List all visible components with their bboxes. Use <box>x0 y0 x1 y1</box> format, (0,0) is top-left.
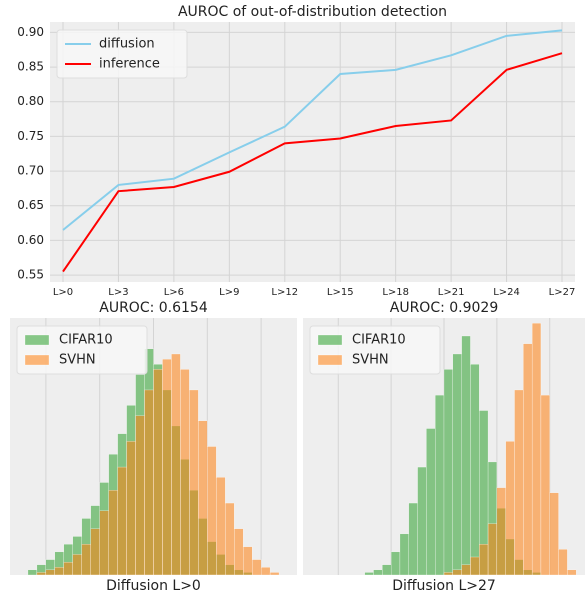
hist-bar <box>99 510 109 576</box>
hist-bar <box>81 544 91 576</box>
hist-bar <box>63 562 73 576</box>
hist-bar <box>135 415 145 576</box>
hist-bar <box>505 441 515 576</box>
legend-label: diffusion <box>99 37 155 52</box>
hist-bar <box>567 569 577 576</box>
x-tick-label: L>6 <box>164 287 184 298</box>
hist-bar <box>523 343 533 576</box>
hist-bar <box>531 322 542 576</box>
y-tick-label: 0.75 <box>17 129 44 143</box>
hist-bar <box>373 569 383 576</box>
legend-label: SVHN <box>352 353 389 368</box>
legend-swatch <box>24 334 50 346</box>
hist-bar <box>54 567 64 576</box>
hist-bar <box>90 528 100 576</box>
chart-title: AUROC of out-of-distribution detection <box>178 4 447 20</box>
hist-bar <box>269 572 280 576</box>
x-tick-label: L>0 <box>53 287 73 298</box>
hist-bar <box>452 353 462 576</box>
y-tick-label: 0.80 <box>17 94 44 108</box>
legend-swatch <box>317 334 343 346</box>
hist-bar <box>540 394 550 576</box>
y-tick-label: 0.65 <box>17 198 44 212</box>
legend-label: SVHN <box>59 353 96 368</box>
hist-bar <box>452 569 462 576</box>
x-tick-label: L>24 <box>493 287 520 298</box>
hist-bar <box>153 369 163 576</box>
hist-bar <box>443 369 453 576</box>
series-line <box>62 52 563 273</box>
hist-bar <box>470 364 480 576</box>
hist-bar <box>189 389 199 576</box>
legend-label: CIFAR10 <box>59 333 113 348</box>
hist-bar <box>144 389 154 576</box>
hist-bar <box>514 389 524 576</box>
hist-bar <box>108 490 118 576</box>
legend-box <box>16 325 148 375</box>
hist-bar <box>117 466 127 576</box>
hist-bar <box>496 487 506 576</box>
legend-swatch <box>24 354 50 366</box>
hist-bar <box>162 358 172 576</box>
x-tick-label: L>3 <box>108 287 128 298</box>
x-tick-label: L>18 <box>382 287 409 298</box>
hist-bar <box>382 564 392 576</box>
hist-bar <box>198 420 208 576</box>
y-tick-label: 0.60 <box>17 233 44 247</box>
y-tick-label: 0.70 <box>17 164 44 178</box>
x-tick-label: L>27 <box>549 287 576 298</box>
hist-bar <box>216 477 226 576</box>
hist-bar <box>399 533 409 576</box>
x-tick-label: L>12 <box>271 287 298 298</box>
chart-title: AUROC: 0.6154 <box>99 300 208 316</box>
hist-bar <box>443 572 453 576</box>
hist-bar <box>408 502 418 576</box>
hist-bar <box>27 569 38 576</box>
hist-bar <box>461 335 471 576</box>
x-axis-label: Diffusion L>0 <box>106 578 201 593</box>
x-axis-label: Diffusion L>27 <box>392 578 496 593</box>
hist-bar <box>252 559 262 576</box>
hist-bar <box>225 502 235 576</box>
hist-bar <box>207 446 217 576</box>
hist-bar <box>549 492 559 576</box>
y-tick-label: 0.55 <box>17 268 44 282</box>
hist-bar <box>479 544 489 576</box>
legend-label: CIFAR10 <box>352 333 406 348</box>
hist-bar <box>234 528 244 576</box>
hist-bar <box>171 353 181 576</box>
x-tick-label: L>21 <box>438 287 465 298</box>
hist-bar <box>364 572 374 576</box>
x-tick-label: L>9 <box>219 287 239 298</box>
x-tick-label: L>15 <box>327 287 354 298</box>
hist-bar <box>558 549 568 576</box>
hist-bar <box>72 554 82 576</box>
hist-bar <box>180 369 190 576</box>
hist-bar <box>243 546 253 576</box>
hist-bar <box>126 441 136 576</box>
hist-bar <box>461 564 471 576</box>
legend-box <box>56 29 188 79</box>
series-line <box>62 29 563 231</box>
hist-bar <box>260 567 271 576</box>
legend-label: inference <box>99 57 160 72</box>
hist-bar <box>487 523 498 576</box>
y-tick-label: 0.85 <box>17 60 44 74</box>
legend-box <box>309 325 441 375</box>
hist-bar <box>470 556 480 576</box>
hist-bar <box>435 394 445 576</box>
chart-title: AUROC: 0.9029 <box>390 300 499 316</box>
y-tick-label: 0.90 <box>17 25 44 39</box>
hist-bar <box>45 569 55 576</box>
legend-swatch <box>317 354 343 366</box>
hist-bar <box>426 428 436 576</box>
hist-bar <box>36 572 47 576</box>
hist-bar <box>417 466 427 576</box>
hist-bar <box>390 551 401 576</box>
